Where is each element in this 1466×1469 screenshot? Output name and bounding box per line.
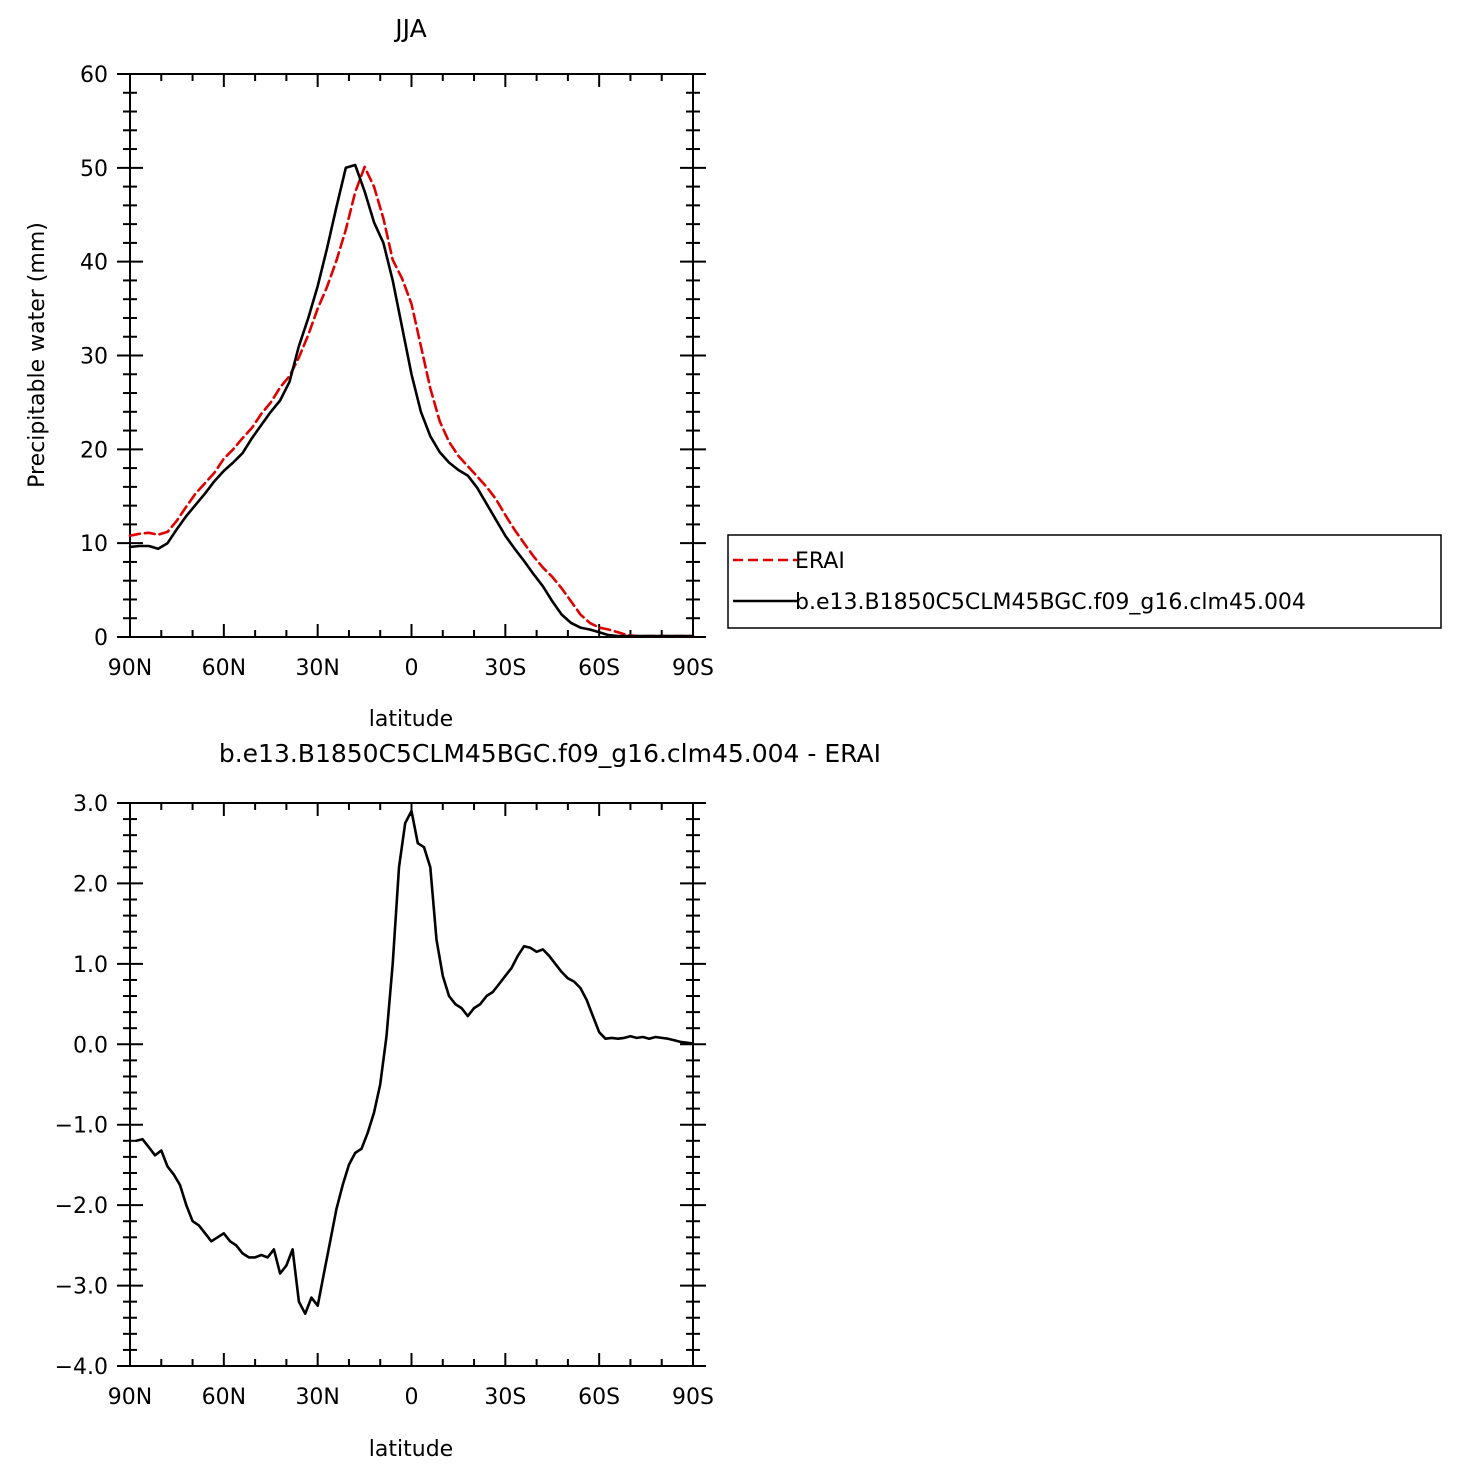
legend-label-erai: ERAI [795, 549, 845, 574]
bottom-plot-frame [129, 802, 694, 1367]
top-x-tick-label: 60N [202, 656, 246, 681]
top-y-tick-label: 50 [80, 157, 108, 182]
bottom-y-axis-label: Precipitable water (mm) [1, 951, 26, 1217]
bottom-panel: b.e13.B1850C5CLM45BGC.f09_g16.clm45.004 … [1, 739, 881, 1462]
legend: ERAI b.e13.B1850C5CLM45BGC.f09_g16.clm45… [727, 534, 1442, 629]
bottom-y-tick-label: −2.0 [55, 1194, 108, 1219]
bottom-x-tick-label: 30N [295, 1385, 339, 1410]
legend-label-model: b.e13.B1850C5CLM45BGC.f09_g16.clm45.004 [795, 590, 1306, 615]
top-x-tick-label: 30S [484, 656, 526, 681]
bottom-y-tick-label: 0.0 [73, 1033, 108, 1058]
top-plot-frame [129, 73, 694, 638]
bottom-axis-ticks: 90N 60N 30N 0 30S 60S 90S 3.0 2.0 1.0 0.0 −1.0 −2.0 −… [55, 792, 714, 1410]
bottom-x-tick-label: 60S [578, 1385, 620, 1410]
top-y-tick-label: 10 [80, 532, 108, 557]
bottom-y-tick-label: −4.0 [55, 1355, 108, 1380]
bottom-series-group [135, 809, 695, 1315]
bottom-x-tick-label: 90S [672, 1385, 714, 1410]
top-x-tick-label: 90N [108, 656, 152, 681]
top-x-tick-label: 60S [578, 656, 620, 681]
top-x-axis-label: latitude [369, 707, 453, 732]
top-panel-title: JJA [393, 14, 426, 43]
bottom-x-tick-label: 0 [405, 1385, 419, 1410]
top-series-group [128, 163, 695, 638]
bottom-x-tick-label: 60N [202, 1385, 246, 1410]
top-y-tick-label: 30 [80, 345, 108, 370]
top-axis-ticks: 90N 60N 30N 0 30S 60S 90S 0 10 20 30 40 50 60 [80, 63, 714, 681]
top-series-line-model [128, 163, 695, 638]
bottom-x-tick-label: 30S [484, 1385, 526, 1410]
top-y-tick-label: 60 [80, 63, 108, 88]
top-y-tick-label: 0 [94, 626, 108, 651]
top-series-line-erai [128, 165, 695, 638]
bottom-x-axis-label: latitude [369, 1437, 453, 1462]
top-y-tick-label: 40 [80, 251, 108, 276]
bottom-y-tick-label: 2.0 [73, 872, 108, 897]
bottom-series-line-model [135, 809, 695, 1315]
top-y-tick-label: 20 [80, 438, 108, 463]
top-x-tick-label: 30N [295, 656, 339, 681]
top-y-axis-label: Precipitable water (mm) [25, 222, 50, 488]
bottom-y-tick-label: −3.0 [55, 1275, 108, 1300]
bottom-panel-title: b.e13.B1850C5CLM45BGC.f09_g16.clm45.004 … [219, 739, 881, 768]
legend-box [727, 534, 1442, 629]
bottom-y-tick-label: 3.0 [73, 792, 108, 817]
bottom-x-tick-label: 90N [108, 1385, 152, 1410]
top-panel: JJA 90N 60N 30N 0 30S 60S 90S 0 10 20 30 40 50 60 lat… [25, 14, 714, 732]
bottom-y-tick-label: 1.0 [73, 953, 108, 978]
bottom-y-tick-label: −1.0 [55, 1114, 108, 1139]
top-x-tick-label: 0 [405, 656, 419, 681]
top-x-tick-label: 90S [672, 656, 714, 681]
